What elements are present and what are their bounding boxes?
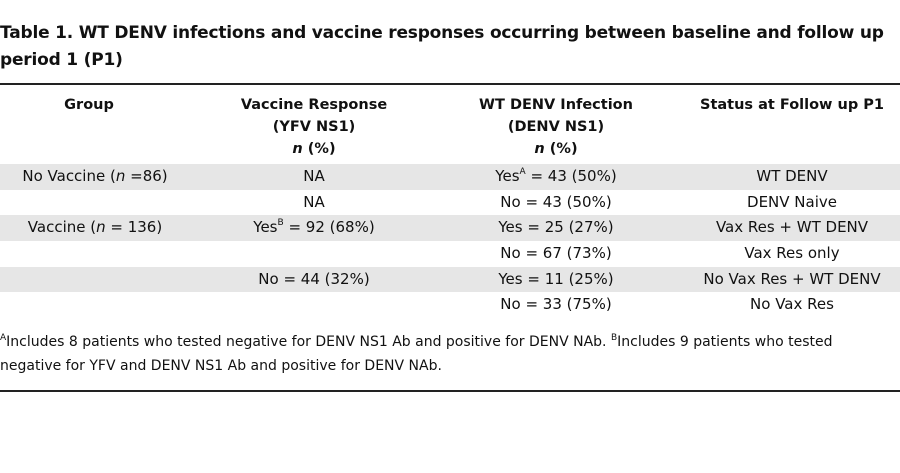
cell-infection: Yes = 11 (25%) (456, 267, 656, 293)
header-infection-line1: WT DENV Infection (479, 97, 633, 113)
cell-status: Vax Res only (744, 244, 840, 263)
cell-status: No Vax Res + WT DENV (703, 269, 881, 288)
group-text-end: =86) (125, 167, 168, 185)
header-infection-line3: n (%) (456, 138, 656, 160)
footnote-a-text: Includes 8 patients who tested negative … (6, 334, 611, 350)
vaccine-text: No = 44 (32%) (258, 269, 370, 288)
group-text: No Vaccine ( (22, 167, 116, 185)
header-infection-pct: (%) (544, 141, 578, 157)
cell-group (0, 190, 190, 216)
group-text: Vaccine ( (27, 218, 97, 237)
header-group-label: Group (64, 97, 114, 113)
table-top-rule (0, 83, 900, 85)
cell-status: No Vax Res (750, 295, 834, 314)
group-text-end: = 136) (105, 218, 163, 237)
header-vaccine-n: n (292, 141, 303, 157)
table-body: No Vaccine (n =86) NA YesA = 43 (50%) WT… (0, 164, 900, 318)
cell-status: DENV Naive (747, 192, 837, 211)
header-status: Status at Follow up P1 (682, 94, 900, 116)
infection-text: Yes = 11 (25%) (498, 269, 614, 288)
group-n: n (96, 218, 106, 237)
header-wt-denv-infection: WT DENV Infection (DENV NS1) n (%) (456, 94, 656, 160)
infection-footnote-mark: A (519, 167, 526, 177)
vaccine-footnote-mark: B (277, 218, 284, 229)
cell-group (0, 292, 190, 318)
footnote-b-text: Includes 9 patients who tested negative … (0, 334, 833, 374)
footnote-mark-a: A (0, 333, 7, 343)
table-bottom-rule (0, 390, 900, 392)
header-infection-line2: (DENV NS1) (507, 119, 605, 135)
header-vaccine-line2: (YFV NS1) (272, 119, 356, 135)
cell-group (0, 267, 190, 293)
table-row: No Vaccine (n =86) NA YesA = 43 (50%) WT… (0, 164, 900, 190)
header-vaccine-line1: Vaccine Response (240, 97, 388, 113)
footnote-mark-b: B (610, 333, 618, 343)
cell-infection: No = 67 (73%) (456, 241, 656, 267)
infection-text: No = 33 (75%) (500, 295, 612, 314)
table-row: NA No = 43 (50%) DENV Naive (0, 190, 900, 216)
infection-text-end: = 43 (50%) (525, 167, 617, 185)
cell-status: WT DENV (756, 167, 828, 185)
infection-text: Yes (495, 167, 520, 185)
cell-infection: Yes = 25 (27%) (456, 215, 656, 241)
table-row: No = 67 (73%) Vax Res only (0, 241, 900, 267)
table-row: No = 33 (75%) No Vax Res (0, 292, 900, 318)
header-infection-n: n (534, 141, 545, 157)
header-vaccine-pct: (%) (302, 141, 336, 157)
table-title: Table 1. WT DENV infections and vaccine … (0, 23, 884, 70)
cell-group: No Vaccine (n =86) (0, 164, 190, 190)
table-header: Group Vaccine Response (YFV NS1) n (%) W… (0, 94, 900, 160)
cell-vaccine-response: YesB = 92 (68%) (214, 215, 414, 241)
header-status-label: Status at Follow up P1 (700, 97, 884, 113)
header-vaccine-line3: n (%) (214, 138, 414, 160)
cell-status: Vax Res + WT DENV (715, 218, 869, 237)
vaccine-text: Yes (253, 218, 278, 237)
cell-vaccine-response (214, 241, 414, 267)
cell-infection: No = 43 (50%) (456, 190, 656, 216)
infection-text: Yes = 25 (27%) (498, 218, 614, 237)
cell-vaccine-response: NA (214, 190, 414, 216)
header-group: Group (0, 94, 178, 116)
cell-group (0, 241, 190, 267)
infection-text: No = 43 (50%) (500, 192, 612, 211)
table-row: No = 44 (32%) Yes = 11 (25%) No Vax Res … (0, 266, 900, 293)
vaccine-text: NA (303, 167, 325, 185)
header-vaccine-response: Vaccine Response (YFV NS1) n (%) (214, 94, 414, 160)
vaccine-text-end: = 92 (68%) (283, 218, 375, 237)
cell-vaccine-response: NA (214, 164, 414, 190)
table-footnote: AIncludes 8 patients who tested negative… (0, 330, 896, 378)
cell-vaccine-response: No = 44 (32%) (214, 267, 414, 293)
infection-text: No = 67 (73%) (500, 244, 612, 263)
group-n: n (115, 167, 126, 185)
cell-group: Vaccine (n = 136) (0, 215, 190, 241)
table-row: Vaccine (n = 136) YesB = 92 (68%) Yes = … (0, 215, 900, 242)
vaccine-text: NA (303, 192, 325, 211)
cell-infection: YesA = 43 (50%) (456, 164, 656, 190)
cell-infection: No = 33 (75%) (456, 292, 656, 318)
cell-vaccine-response (214, 292, 414, 318)
